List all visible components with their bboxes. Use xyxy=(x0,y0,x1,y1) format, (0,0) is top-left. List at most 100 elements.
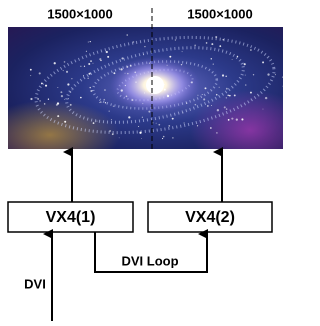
star xyxy=(167,95,169,97)
star xyxy=(71,78,72,79)
star xyxy=(104,99,105,100)
star xyxy=(127,34,128,35)
star xyxy=(144,46,145,47)
star xyxy=(127,73,128,74)
star xyxy=(37,98,39,100)
star xyxy=(80,66,81,67)
star xyxy=(104,89,106,91)
star xyxy=(100,101,102,103)
star xyxy=(234,94,236,96)
star xyxy=(215,36,217,38)
star xyxy=(265,97,267,99)
star xyxy=(148,111,150,113)
star xyxy=(182,51,183,52)
star xyxy=(262,61,264,63)
star xyxy=(211,58,212,59)
star xyxy=(224,106,226,108)
star xyxy=(228,95,229,96)
star xyxy=(150,78,151,79)
star xyxy=(61,95,63,97)
input-label: DVI xyxy=(24,276,46,291)
star xyxy=(128,116,130,118)
star xyxy=(283,85,285,87)
star xyxy=(141,138,142,139)
star xyxy=(267,73,269,75)
star xyxy=(96,121,97,122)
star xyxy=(143,54,144,55)
star xyxy=(30,69,32,71)
star xyxy=(132,99,134,101)
star xyxy=(92,63,93,64)
star xyxy=(172,118,174,120)
star xyxy=(30,98,32,100)
star xyxy=(219,45,221,47)
star xyxy=(153,122,154,123)
star xyxy=(80,97,82,99)
star xyxy=(89,87,90,88)
star xyxy=(67,83,69,85)
star xyxy=(84,66,85,67)
star xyxy=(211,105,212,106)
star xyxy=(48,99,49,100)
star xyxy=(66,71,68,73)
star xyxy=(99,102,100,103)
star xyxy=(203,98,205,100)
star xyxy=(107,56,109,58)
star xyxy=(216,132,218,134)
star xyxy=(250,49,251,50)
star xyxy=(63,70,64,71)
star xyxy=(130,65,132,67)
star xyxy=(197,95,198,96)
star xyxy=(99,58,101,60)
star xyxy=(60,91,62,93)
star xyxy=(228,119,230,121)
star xyxy=(125,85,126,86)
star xyxy=(109,130,111,132)
star xyxy=(56,104,58,106)
star xyxy=(232,59,233,60)
star xyxy=(231,118,233,120)
star xyxy=(275,74,276,75)
star xyxy=(222,74,224,76)
star xyxy=(172,137,173,138)
star xyxy=(90,90,92,92)
star xyxy=(162,138,163,139)
device-label: VX4(1) xyxy=(46,209,96,226)
star xyxy=(163,136,165,138)
star xyxy=(109,111,110,112)
star xyxy=(57,87,58,88)
star xyxy=(244,63,246,65)
loop-label: DVI Loop xyxy=(121,253,178,268)
star xyxy=(64,121,66,123)
star xyxy=(175,39,176,40)
star xyxy=(168,125,170,127)
star xyxy=(106,51,108,53)
star xyxy=(113,106,114,107)
star xyxy=(45,85,47,87)
star xyxy=(253,74,254,75)
star xyxy=(157,87,159,89)
star xyxy=(148,81,149,82)
screen-resolution: 1500×1000 xyxy=(47,6,112,21)
star xyxy=(64,61,66,63)
star xyxy=(207,105,208,106)
star xyxy=(113,72,115,74)
star xyxy=(216,94,218,96)
star xyxy=(30,75,31,76)
star xyxy=(87,78,88,79)
galaxy-image xyxy=(0,24,288,170)
star xyxy=(213,64,214,65)
star xyxy=(133,41,134,42)
star xyxy=(39,100,41,102)
star xyxy=(197,125,198,126)
star xyxy=(245,84,247,86)
star xyxy=(229,95,231,97)
star xyxy=(119,137,120,138)
star xyxy=(144,93,145,94)
star xyxy=(41,83,43,85)
star xyxy=(149,63,150,64)
star xyxy=(202,94,203,95)
star xyxy=(223,39,224,40)
star xyxy=(226,108,227,109)
star xyxy=(135,81,136,82)
